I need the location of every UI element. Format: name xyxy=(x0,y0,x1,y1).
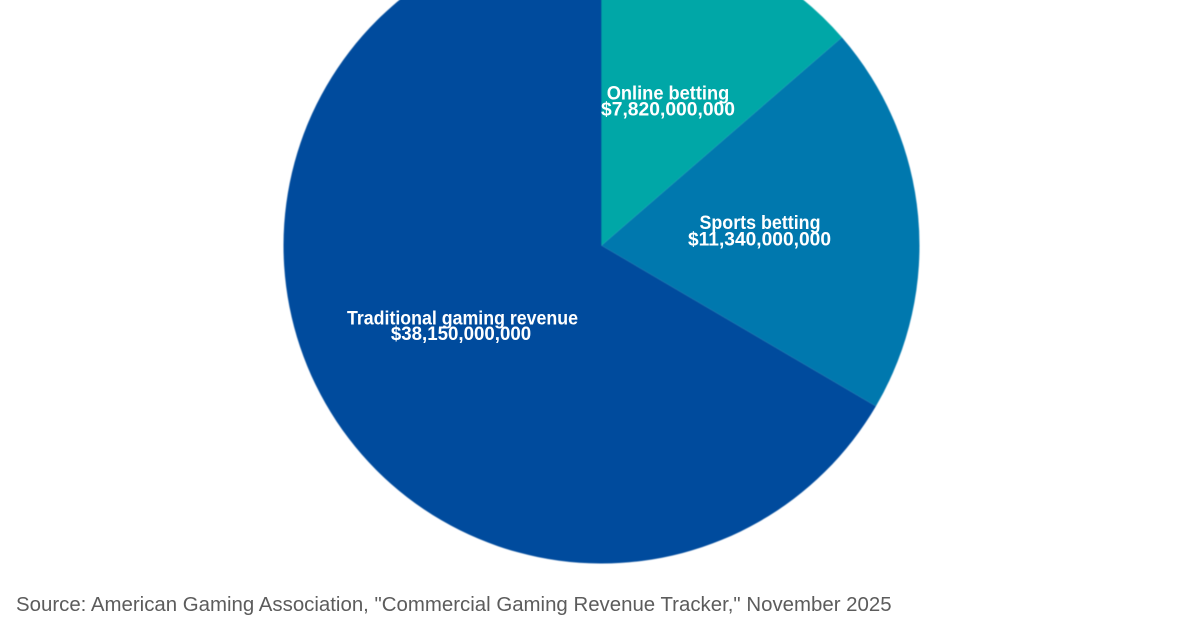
svg-text:Source: American Gaming Associ: Source: American Gaming Association, "Co… xyxy=(16,594,892,616)
svg-text:Traditional gaming revenue: Traditional gaming revenue xyxy=(347,308,578,329)
svg-text:$38,150,000,000: $38,150,000,000 xyxy=(391,324,531,345)
svg-text:$7,820,000,000: $7,820,000,000 xyxy=(601,100,735,121)
svg-text:Online betting: Online betting xyxy=(607,84,730,105)
svg-text:Sports betting: Sports betting xyxy=(700,213,821,234)
svg-text:$11,340,000,000: $11,340,000,000 xyxy=(688,230,831,251)
